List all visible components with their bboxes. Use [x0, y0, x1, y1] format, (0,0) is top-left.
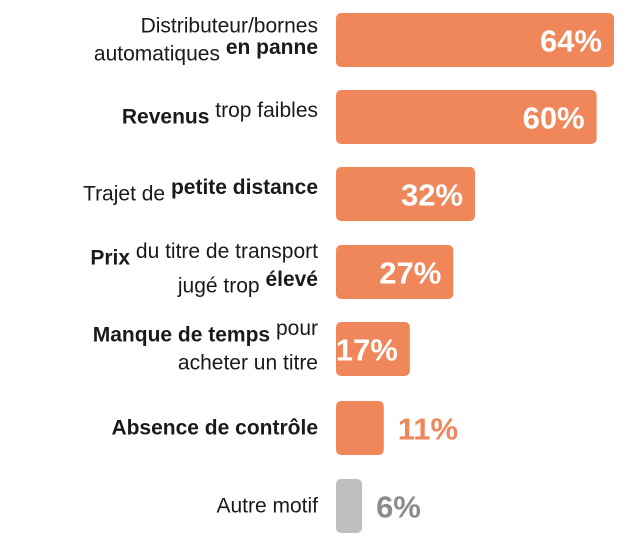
category-label-7: Autre motif — [216, 495, 318, 518]
bar-1 — [336, 13, 614, 67]
value-label-4: 27% — [379, 256, 441, 291]
bar-4 — [336, 245, 454, 299]
value-label-6: 11% — [398, 412, 458, 447]
value-label-1: 64% — [540, 24, 602, 59]
category-label-3: Trajet de petite distance — [83, 176, 318, 206]
bar-2 — [336, 90, 597, 144]
category-label-4: Prix du titre de transport jugé trop élev… — [90, 240, 318, 298]
bar-3 — [336, 167, 475, 221]
category-label-1: Distributeur/bornes automatiques en panne — [94, 15, 318, 66]
category-label-2: Revenus trop faibles — [122, 99, 318, 129]
bar-5 — [336, 322, 410, 376]
value-label-5: 17% — [336, 333, 398, 368]
value-label-2: 60% — [523, 101, 585, 136]
value-label-3: 32% — [401, 178, 463, 213]
category-label-6: Absence de contrôle — [111, 417, 318, 440]
bar-6 — [336, 401, 384, 455]
value-label-7: 6% — [376, 490, 421, 525]
category-label-5: Manque de temps pour acheter un titre — [93, 317, 318, 375]
bar-7 — [336, 479, 363, 533]
